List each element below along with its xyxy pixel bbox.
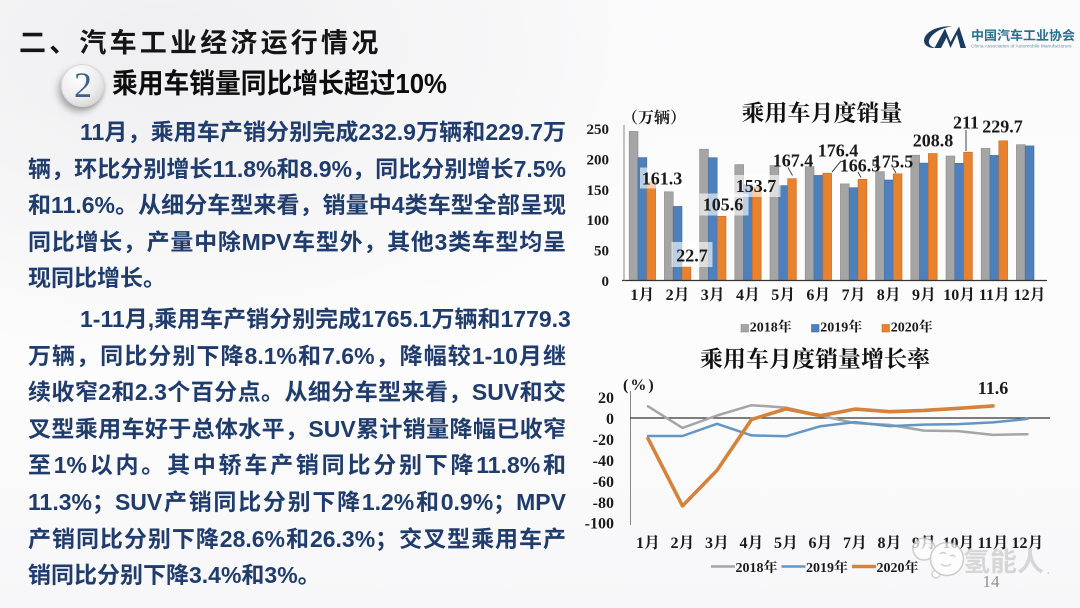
svg-text:105.6: 105.6 — [703, 195, 744, 215]
svg-text:-100: -100 — [585, 516, 614, 533]
svg-text:150: 150 — [587, 183, 610, 199]
svg-text:乘用车月度销量增长率: 乘用车月度销量增长率 — [700, 347, 931, 372]
svg-text:10月: 10月 — [943, 286, 975, 304]
svg-text:6月: 6月 — [808, 534, 832, 552]
svg-text:2020年: 2020年 — [877, 559, 919, 576]
svg-text:208.8: 208.8 — [913, 131, 954, 151]
svg-text:8月: 8月 — [877, 534, 901, 552]
svg-text:12月: 12月 — [1014, 286, 1046, 304]
svg-text:7月: 7月 — [843, 534, 867, 552]
svg-text:6月: 6月 — [806, 286, 830, 304]
svg-text:4月: 4月 — [739, 534, 763, 552]
svg-text:11.6: 11.6 — [978, 378, 1009, 398]
svg-text:China Association of Automobil: China Association of Automobile Manufact… — [971, 44, 1072, 50]
svg-text:0: 0 — [606, 411, 614, 428]
svg-text:5月: 5月 — [774, 534, 798, 552]
svg-text:176.4: 176.4 — [818, 141, 859, 161]
svg-text:3月: 3月 — [705, 534, 729, 552]
svg-text:50: 50 — [594, 244, 609, 260]
svg-text:166.5: 166.5 — [840, 156, 881, 176]
svg-text:-40: -40 — [593, 453, 614, 470]
svg-text:-60: -60 — [593, 474, 614, 491]
svg-text:9月: 9月 — [912, 286, 936, 304]
svg-text:.: . — [1046, 561, 1050, 578]
svg-text:2019年: 2019年 — [820, 319, 862, 336]
svg-text:2020年: 2020年 — [891, 319, 933, 336]
svg-text:175.5: 175.5 — [873, 152, 914, 172]
svg-text:2018年: 2018年 — [750, 319, 792, 336]
svg-text:2月: 2月 — [670, 534, 694, 552]
svg-text:(%): (%) — [623, 377, 656, 394]
svg-text:-20: -20 — [593, 432, 614, 449]
svg-text:（万辆）: （万辆） — [622, 109, 686, 127]
svg-text:161.3: 161.3 — [642, 169, 683, 189]
svg-text:5月: 5月 — [771, 286, 795, 304]
svg-text:-80: -80 — [593, 495, 614, 512]
svg-text:4月: 4月 — [736, 286, 760, 304]
svg-text:100: 100 — [587, 213, 610, 229]
svg-text:2月: 2月 — [666, 286, 690, 304]
svg-text:200: 200 — [587, 152, 610, 168]
svg-text:250: 250 — [587, 122, 610, 138]
svg-text:1月: 1月 — [630, 286, 654, 304]
svg-text:11月: 11月 — [979, 286, 1010, 304]
svg-text:167.4: 167.4 — [773, 151, 814, 171]
svg-text:2019年: 2019年 — [806, 559, 848, 576]
svg-text:211: 211 — [953, 113, 979, 133]
svg-text:3月: 3月 — [701, 286, 725, 304]
svg-text:0: 0 — [602, 274, 610, 290]
svg-text:12月: 12月 — [1011, 534, 1043, 552]
svg-text:153.7: 153.7 — [736, 176, 777, 196]
svg-text:中国汽车工业协会: 中国汽车工业协会 — [971, 25, 1075, 44]
svg-text:1月: 1月 — [636, 534, 660, 552]
svg-text:14: 14 — [983, 572, 1001, 591]
svg-text:20: 20 — [598, 390, 614, 407]
svg-text:氢能人: 氢能人 — [963, 540, 1044, 579]
svg-text:229.7: 229.7 — [982, 117, 1023, 137]
svg-text:8月: 8月 — [877, 286, 901, 304]
svg-text:7月: 7月 — [842, 286, 866, 304]
svg-text:22.7: 22.7 — [676, 246, 708, 266]
svg-text:乘用车月度销量: 乘用车月度销量 — [742, 101, 903, 126]
svg-text:11月: 11月 — [977, 534, 1008, 552]
svg-text:2018年: 2018年 — [736, 559, 778, 576]
